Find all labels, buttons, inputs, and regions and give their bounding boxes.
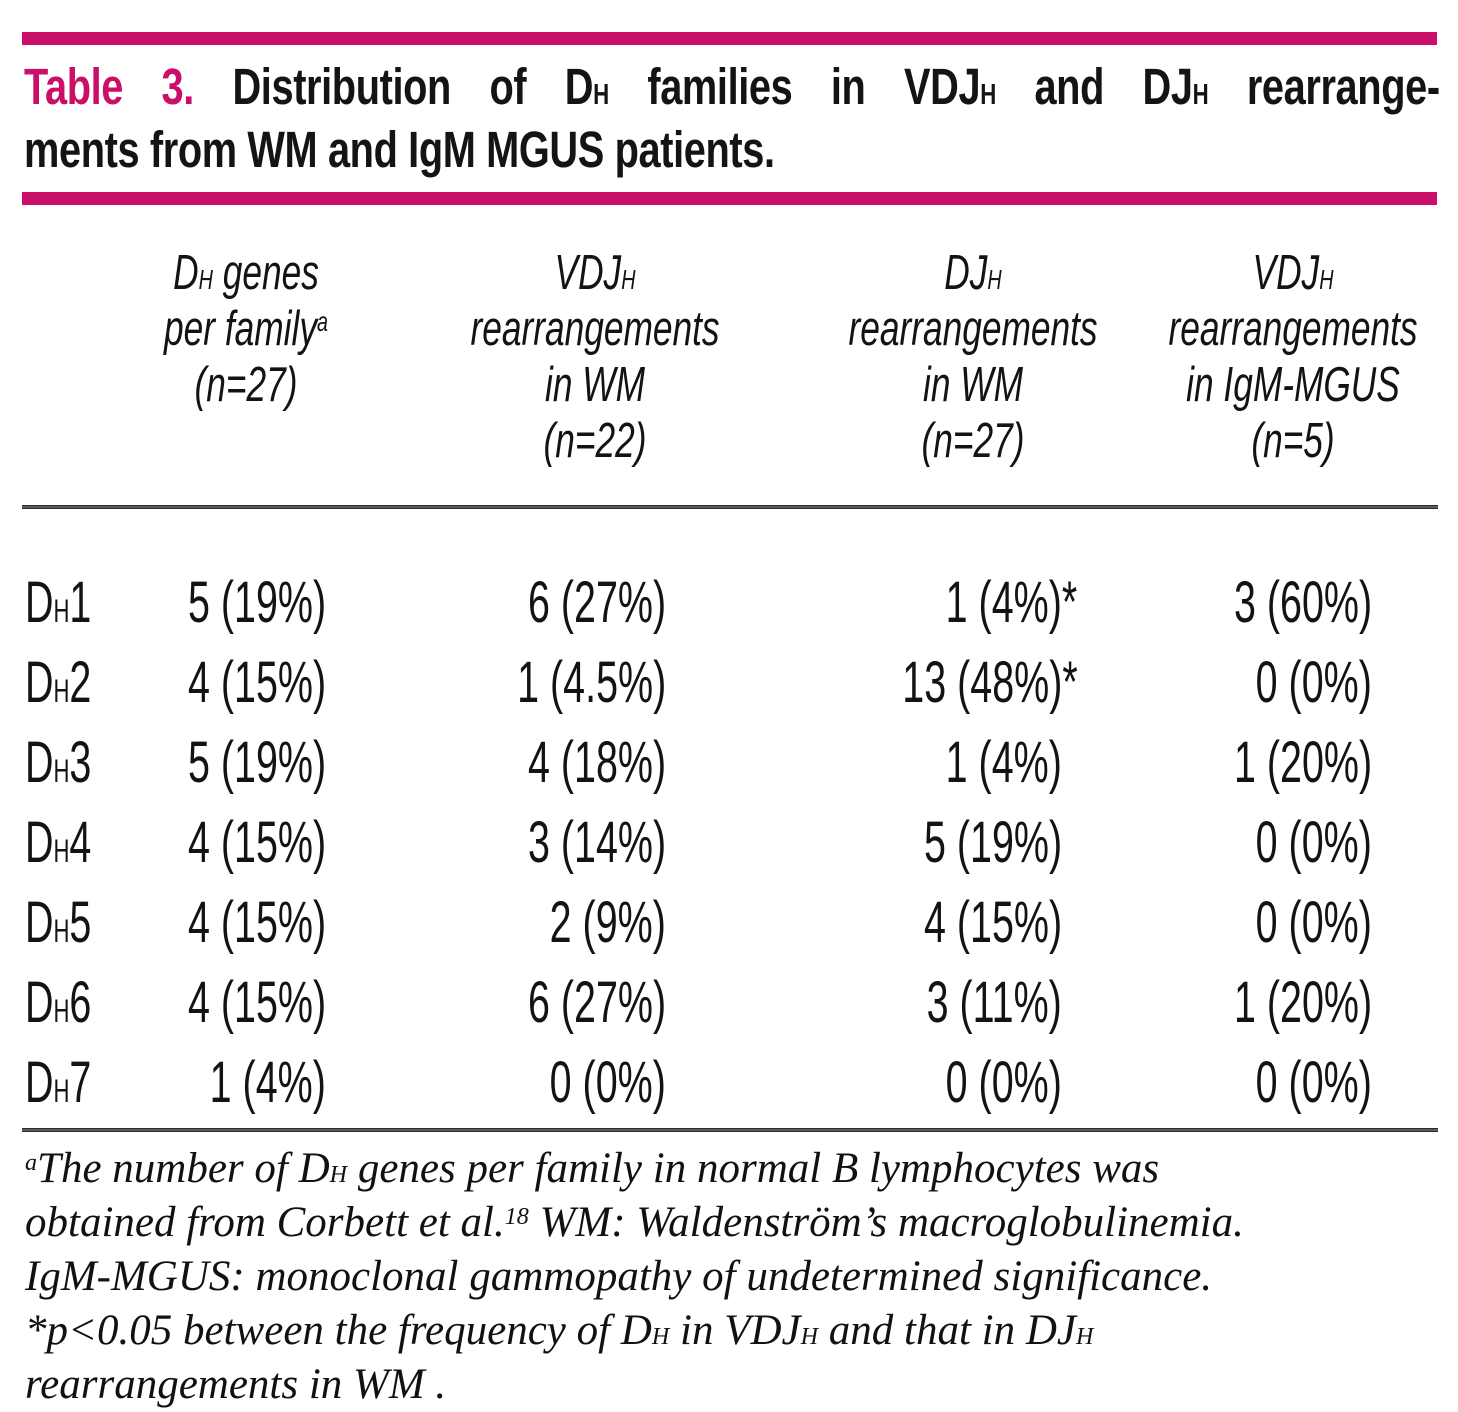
row-label: DH7	[25, 1050, 92, 1115]
cell-vdj-wm: 6 (27%)	[527, 570, 666, 635]
table-caption: Table 3. Distribution of DH families in …	[24, 55, 1440, 181]
table-row: DH3 5 (19%) 4 (18%) 1 (4%) 1 (20%)	[0, 723, 1458, 803]
cell-vdj-igm-mgus: 1 (20%)	[1233, 730, 1372, 795]
table-row: DH7 1 (4%) 0 (0%) 0 (0%) 0 (0%)	[0, 1043, 1458, 1123]
col-header-dh-genes-per-family: DH genes per familya (n=27)	[164, 246, 328, 412]
cell-vdj-igm-mgus: 0 (0%)	[1255, 810, 1372, 875]
caption-line-1: Table 3. Distribution of DH families in …	[24, 55, 1440, 118]
cell-vdj-igm-mgus: 3 (60%)	[1233, 570, 1372, 635]
footnote-separator-rule	[22, 1128, 1438, 1132]
col-header-dj-rearrangements-wm: DJH rearrangements in WM (n=27)	[848, 246, 1098, 468]
cell-dh-genes-per-family: 4 (15%)	[187, 970, 326, 1035]
cell-vdj-wm: 0 (0%)	[549, 1050, 666, 1115]
cell-dj-wm: 13 (48%) *	[901, 650, 1078, 715]
cell-dh-genes-per-family: 1 (4%)	[209, 1050, 326, 1115]
cell-dh-genes-per-family: 4 (15%)	[187, 890, 326, 955]
cell-vdj-igm-mgus: 0 (0%)	[1255, 650, 1372, 715]
cell-dj-wm: 3 (11%)	[926, 970, 1062, 1035]
cell-vdj-igm-mgus: 0 (0%)	[1255, 890, 1372, 955]
cell-dh-genes-per-family: 4 (15%)	[187, 650, 326, 715]
cell-dj-wm: 1 (4%) *	[945, 570, 1078, 635]
cell-vdj-wm: 4 (18%)	[527, 730, 666, 795]
table-row: DH4 4 (15%) 3 (14%) 5 (19%) 0 (0%)	[0, 803, 1458, 883]
cell-vdj-igm-mgus: 1 (20%)	[1233, 970, 1372, 1035]
cell-dh-genes-per-family: 4 (15%)	[187, 810, 326, 875]
caption-text-2: ments from WM and IgM MGUS patients.	[24, 121, 775, 178]
caption-text-1: Distribution of DH families in VDJH and …	[232, 58, 1440, 115]
row-label: DH2	[25, 650, 92, 715]
cell-vdj-wm: 3 (14%)	[527, 810, 666, 875]
top-magenta-rule	[22, 32, 1437, 45]
cell-dj-wm: 0 (0%)	[945, 1050, 1062, 1115]
cell-vdj-igm-mgus: 0 (0%)	[1255, 1050, 1372, 1115]
table-row: DH2 4 (15%) 1 (4.5%) 13 (48%) * 0 (0%)	[0, 643, 1458, 723]
cell-dj-wm: 5 (19%)	[923, 810, 1062, 875]
cell-vdj-wm: 2 (9%)	[549, 890, 666, 955]
footnote: aThe number of DH genes per family in no…	[25, 1145, 1244, 1408]
cell-dh-genes-per-family: 5 (19%)	[187, 730, 326, 795]
row-label: DH1	[25, 570, 92, 635]
under-title-magenta-rule	[22, 192, 1437, 205]
cell-dj-wm: 4 (15%)	[923, 890, 1062, 955]
cell-vdj-wm: 1 (4.5%)	[516, 650, 666, 715]
cell-vdj-wm: 6 (27%)	[527, 970, 666, 1035]
row-label: DH4	[25, 810, 92, 875]
table-row: DH5 4 (15%) 2 (9%) 4 (15%) 0 (0%)	[0, 883, 1458, 963]
table-number-label: Table 3.	[24, 58, 194, 115]
col-header-vdj-rearrangements-igm-mgus: VDJH rearrangements in IgM-MGUS (n=5)	[1168, 246, 1418, 468]
row-label: DH6	[25, 970, 92, 1035]
row-label: DH3	[25, 730, 92, 795]
table-row: DH6 4 (15%) 6 (27%) 3 (11%) 1 (20%)	[0, 963, 1458, 1043]
row-label: DH5	[25, 890, 92, 955]
header-separator-rule	[22, 505, 1438, 509]
cell-dh-genes-per-family: 5 (19%)	[187, 570, 326, 635]
col-header-vdj-rearrangements-wm: VDJH rearrangements in WM (n=22)	[470, 246, 720, 468]
table-row: DH1 5 (19%) 6 (27%) 1 (4%) * 3 (60%)	[0, 563, 1458, 643]
table-body: DH1 5 (19%) 6 (27%) 1 (4%) * 3 (60%) DH2 …	[0, 563, 1458, 1123]
cell-dj-wm: 1 (4%)	[945, 730, 1062, 795]
